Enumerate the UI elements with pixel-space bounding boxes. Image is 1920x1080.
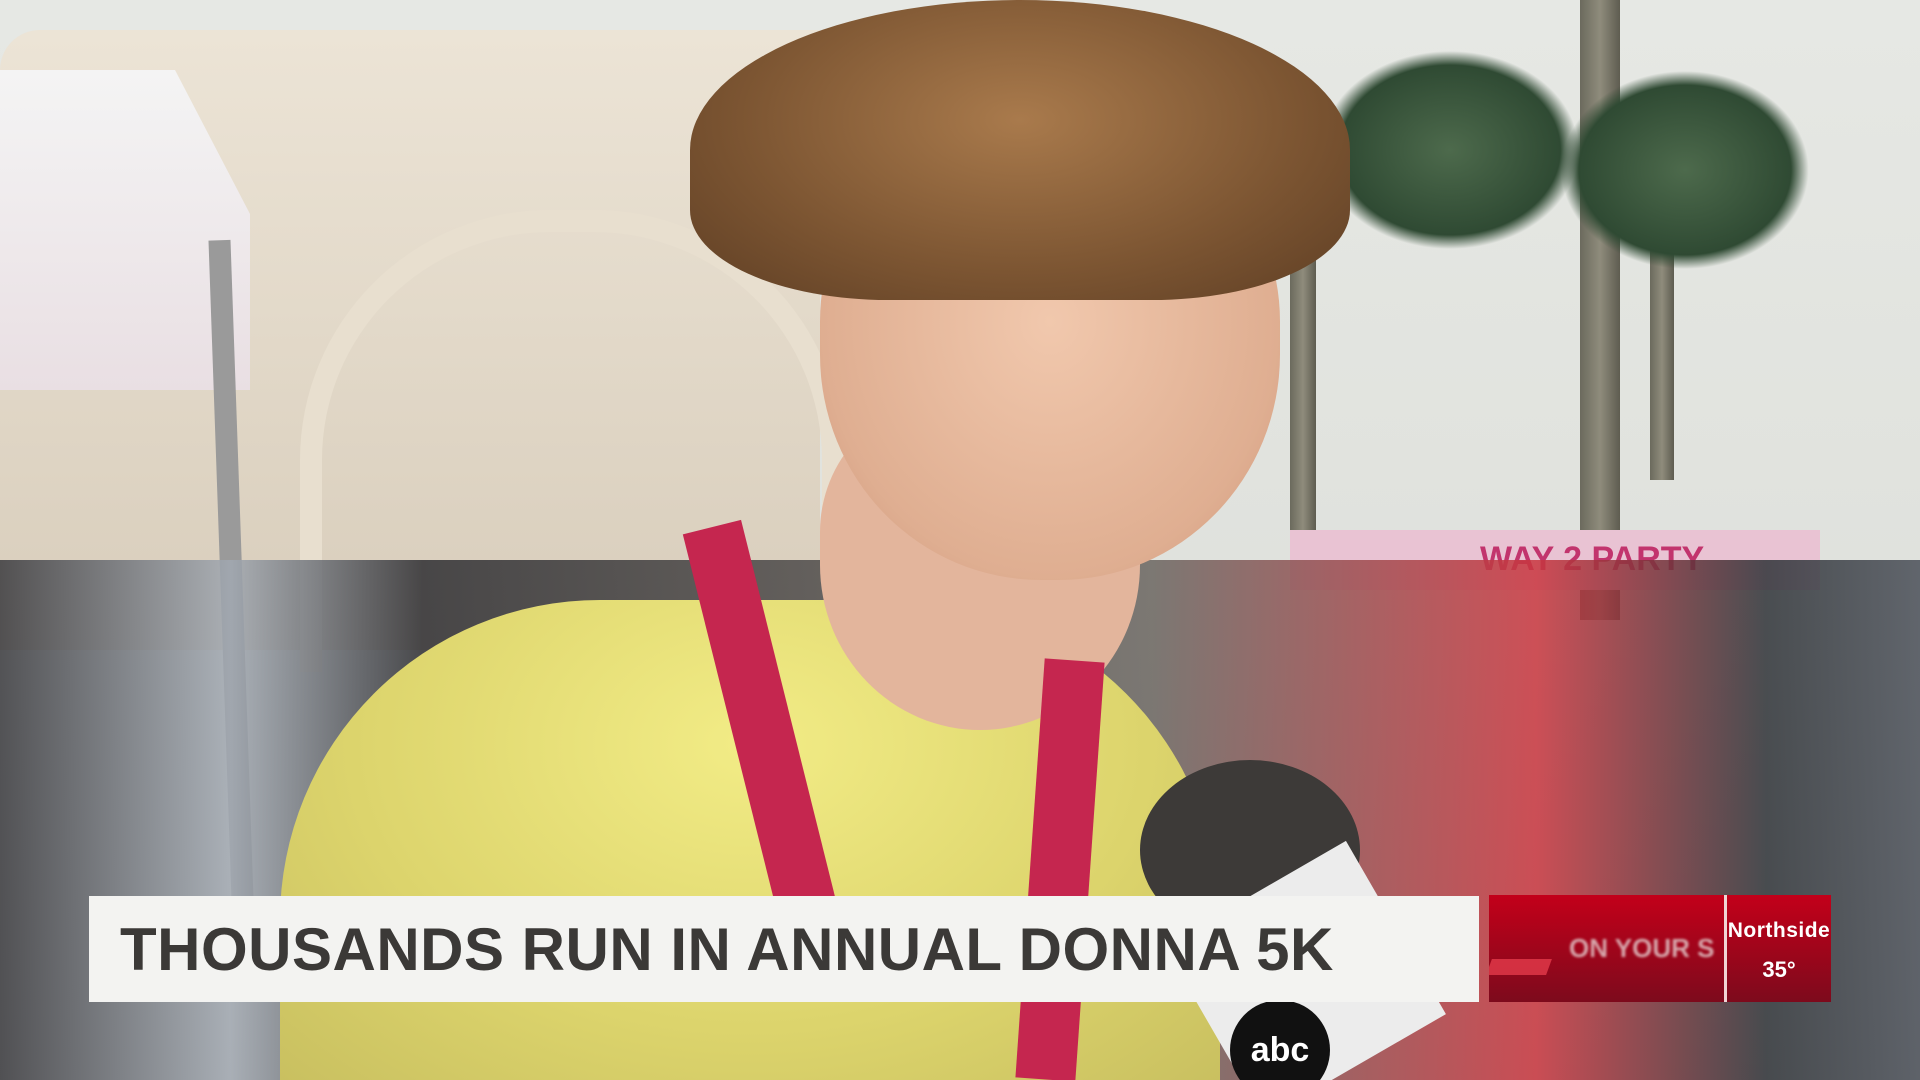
runner-hair bbox=[690, 0, 1350, 300]
weather-temperature: 35° bbox=[1762, 957, 1796, 982]
weather-bug: ON YOUR S Northside 35° bbox=[1489, 895, 1831, 1002]
weather-location: Northside bbox=[1727, 919, 1831, 942]
headline: THOUSANDS RUN IN ANNUAL DONNA 5K bbox=[120, 915, 1334, 983]
palm-fronds bbox=[1560, 70, 1810, 270]
promo-text: ON YOUR S bbox=[1569, 933, 1715, 963]
promo-logo bbox=[1489, 959, 1552, 975]
divider bbox=[1724, 895, 1727, 1002]
promo-panel: ON YOUR S bbox=[1489, 895, 1724, 1002]
abc-logo: abc bbox=[1230, 1000, 1330, 1080]
lower-third: THOUSANDS RUN IN ANNUAL DONNA 5K bbox=[89, 896, 1479, 1002]
palm-fronds bbox=[1320, 50, 1580, 250]
